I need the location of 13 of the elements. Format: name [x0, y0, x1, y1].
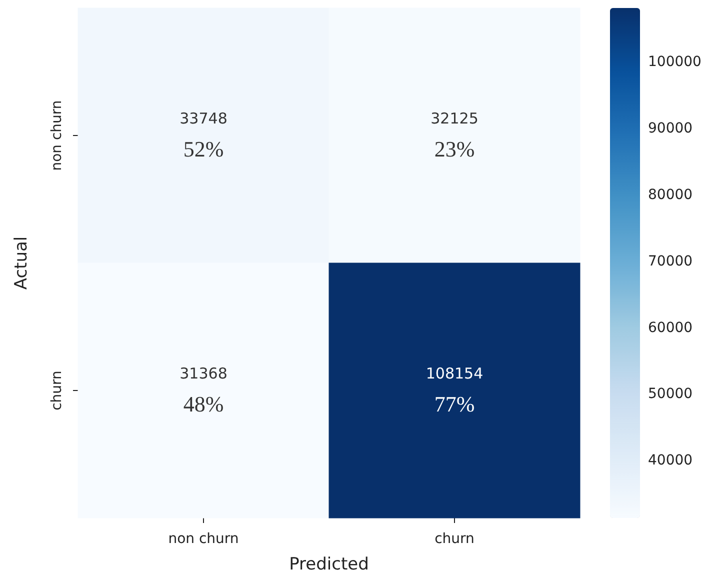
data-label: 32125 23% [430, 110, 478, 162]
color-bar-label: 90000 [648, 120, 693, 137]
data-label: 33748 52% [180, 110, 228, 162]
data-label: 31368 48% [180, 364, 228, 416]
y-axis-title: Actual [12, 236, 32, 290]
data-label: 108154 77% [426, 364, 484, 416]
color-bar-label: 100000 [648, 54, 702, 70]
color-bar-label: 60000 [648, 320, 693, 336]
color-bar-label: 70000 [648, 253, 693, 270]
color-bar-label: 40000 [648, 452, 693, 469]
color-bar-label: 50000 [648, 386, 693, 402]
x-axis-title: Predicted [289, 554, 369, 574]
color-bar-label: 80000 [648, 186, 693, 203]
